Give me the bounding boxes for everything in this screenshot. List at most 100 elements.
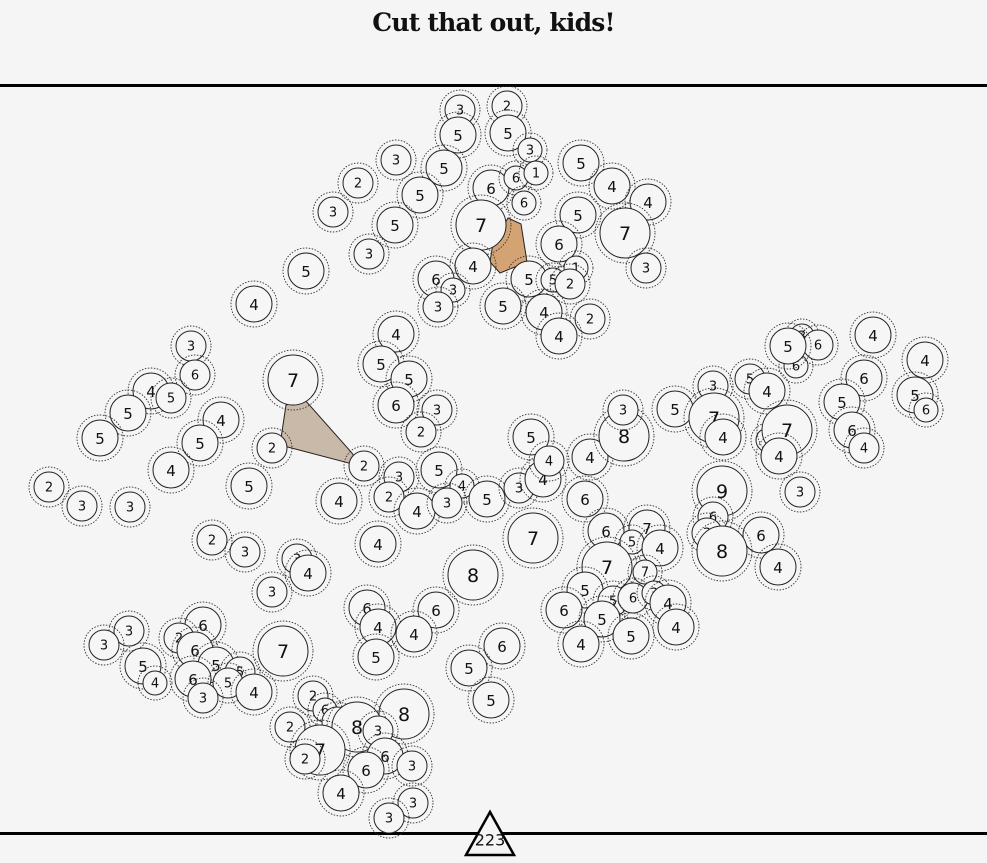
number-circle[interactable]: 5	[150, 377, 192, 419]
number-circle[interactable]: 2	[400, 411, 442, 453]
number-circle[interactable]: 4	[528, 440, 570, 482]
number-circle[interactable]: 3	[417, 286, 459, 328]
number-circle[interactable]: 4	[588, 162, 636, 210]
number-circle[interactable]: 7	[627, 554, 663, 590]
number-circle[interactable]: 2	[28, 466, 70, 508]
number-circle[interactable]: 3	[368, 797, 410, 839]
number-circle[interactable]: 3	[182, 677, 224, 719]
number-circle[interactable]: 6	[342, 746, 390, 794]
number-circle[interactable]: 3	[416, 389, 458, 431]
number-circle[interactable]: 3	[392, 782, 434, 824]
number-circle[interactable]: 4	[230, 668, 278, 716]
number-circle[interactable]: 5	[507, 413, 555, 461]
number-circle[interactable]: 4	[624, 178, 672, 226]
number-circle[interactable]: 2	[569, 298, 611, 340]
number-circle[interactable]: 4	[317, 769, 365, 817]
number-circle[interactable]: 4	[557, 620, 605, 668]
number-circle[interactable]: 3	[625, 247, 667, 289]
number-circle[interactable]: 5	[479, 282, 527, 330]
number-circle[interactable]: 5	[484, 109, 532, 157]
number-circle[interactable]: 3	[83, 624, 125, 666]
number-circle[interactable]: 2	[337, 162, 379, 204]
number-circle[interactable]: 6	[535, 220, 583, 268]
circle-number: 3	[395, 471, 403, 486]
number-circle[interactable]: 3	[251, 571, 293, 613]
number-circle[interactable]: 4	[147, 446, 195, 494]
number-circle[interactable]: 4	[354, 520, 402, 568]
number-circle[interactable]: 5	[607, 612, 655, 660]
number-circle[interactable]: 5	[76, 414, 124, 462]
number-circle[interactable]: 5	[415, 446, 463, 494]
number-circle[interactable]: 5	[396, 171, 444, 219]
number-circle[interactable]: 7	[594, 202, 656, 264]
number-circle[interactable]: 4	[849, 311, 897, 359]
number-circle[interactable]: 4	[372, 310, 420, 358]
number-circle[interactable]: 5	[371, 201, 419, 249]
number-circle[interactable]: 2	[343, 445, 385, 487]
number-circle[interactable]: 4	[284, 549, 332, 597]
number-circle[interactable]: 2	[251, 427, 293, 469]
number-circle[interactable]: 4	[449, 242, 497, 290]
number-circle[interactable]: 4	[636, 524, 684, 572]
number-circle[interactable]: 6	[506, 185, 542, 221]
number-circle[interactable]: 2	[549, 263, 591, 305]
number-circle[interactable]: 6	[372, 381, 420, 429]
number-circle[interactable]: 4	[743, 367, 791, 415]
number-circle[interactable]: 3	[224, 531, 266, 573]
number-circle[interactable]: 3	[312, 191, 354, 233]
number-circle[interactable]: 8	[442, 544, 504, 606]
number-circle[interactable]: 4	[699, 413, 747, 461]
number-circle[interactable]: 5	[557, 139, 605, 187]
number-circle[interactable]: 1	[518, 155, 554, 191]
number-circle[interactable]: 8	[691, 520, 753, 582]
number-circle[interactable]: 5	[352, 633, 400, 681]
number-circle[interactable]: 4	[755, 432, 803, 480]
number-circle[interactable]: 5	[467, 676, 515, 724]
number-circle[interactable]: 4	[315, 477, 363, 525]
number-circle[interactable]: 4	[137, 665, 173, 701]
number-circle[interactable]: 7	[262, 349, 324, 411]
number-circle[interactable]: 5	[445, 644, 493, 692]
number-circle[interactable]: 6	[737, 511, 785, 559]
number-circle[interactable]: 6	[840, 354, 888, 402]
number-circle[interactable]: 5	[434, 111, 482, 159]
number-circle[interactable]: 7	[450, 194, 512, 256]
number-circle[interactable]: 4	[843, 427, 885, 469]
number-circle[interactable]: 5	[104, 389, 152, 437]
number-circle[interactable]: 6	[561, 475, 609, 523]
number-circle[interactable]: 3	[109, 486, 151, 528]
number-circle[interactable]: 5	[225, 462, 273, 510]
number-circle[interactable]: 4	[390, 610, 438, 658]
number-circle[interactable]: 4	[652, 603, 700, 651]
number-circle[interactable]: 4	[230, 280, 278, 328]
number-circle[interactable]: 3	[375, 139, 417, 181]
number-circle[interactable]: 3	[61, 485, 103, 527]
number-circle[interactable]: 5	[554, 191, 602, 239]
circle-number: 3	[619, 404, 627, 419]
number-circle[interactable]: 7	[502, 507, 564, 569]
number-circle[interactable]: 3	[426, 482, 468, 524]
number-circle[interactable]: 4	[901, 336, 949, 384]
number-circle[interactable]: 4	[754, 543, 802, 591]
number-circle[interactable]: 2	[284, 738, 326, 780]
number-circle[interactable]: 3	[512, 132, 548, 168]
number-circle[interactable]: 6	[174, 354, 216, 396]
number-circle[interactable]: 6	[908, 392, 944, 428]
number-circle[interactable]: 5	[764, 322, 812, 370]
number-circle[interactable]: 5	[176, 419, 224, 467]
number-circle[interactable]: 3	[391, 745, 433, 787]
number-circle[interactable]: 3	[108, 610, 150, 652]
number-circle[interactable]: 4	[535, 312, 583, 360]
circle-number: 6	[709, 511, 717, 526]
number-circle[interactable]: 2	[191, 519, 233, 561]
number-circle[interactable]: 5	[282, 247, 330, 295]
number-circle[interactable]: 7	[252, 620, 314, 682]
number-circle[interactable]: 6	[412, 586, 460, 634]
number-circle[interactable]: 3	[435, 272, 471, 308]
number-circle[interactable]: 3	[779, 471, 821, 513]
number-circle[interactable]: 3	[602, 389, 644, 431]
number-circle[interactable]: 6	[478, 622, 526, 670]
number-circle[interactable]: 3	[170, 325, 212, 367]
number-circle[interactable]: 3	[348, 233, 390, 275]
